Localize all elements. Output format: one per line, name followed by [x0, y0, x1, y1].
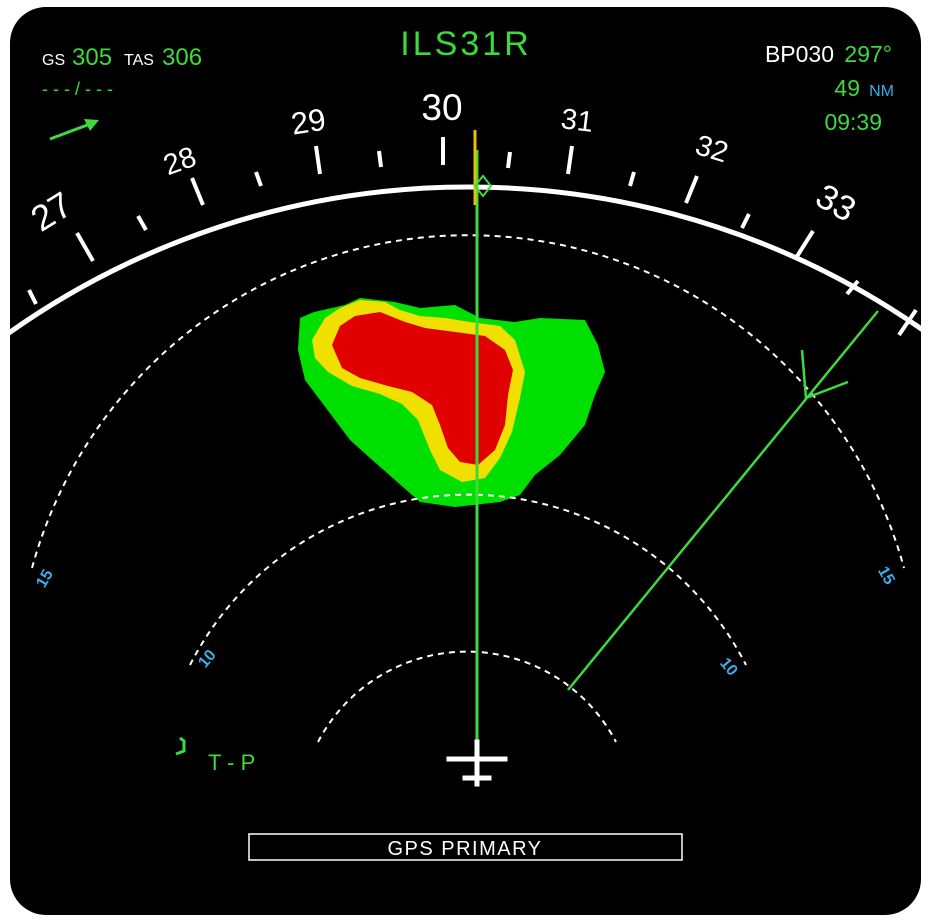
aircraft-symbol: [446, 739, 508, 787]
range-ring-15: [31, 234, 905, 569]
tick-major: [684, 175, 699, 204]
navigation-display: 27 28 29 30 31 32 33 T - P 15 15 10 10 G…: [10, 7, 921, 915]
range-label-right-15: 15: [874, 564, 898, 588]
compass-arc: [10, 184, 921, 336]
tick-minor: [506, 151, 512, 169]
tick-minor: [377, 150, 383, 168]
status-message: GPS PRIMARY: [387, 838, 542, 860]
nd-canvas: 27 28 29 30 31 32 33 T - P 15 15 10 10 G…: [10, 25, 921, 861]
wind-arrow-icon: [49, 119, 99, 141]
gs-label: GS: [42, 52, 65, 69]
range-label-left-10: 10: [195, 647, 220, 672]
heading-label-30: 30: [421, 87, 462, 128]
status-message-box: [248, 833, 683, 861]
heading-label-28: 28: [159, 141, 200, 182]
tp-label: T - P: [208, 750, 255, 775]
gs-value: 305: [72, 44, 112, 71]
waypoint-distance: 49: [834, 75, 860, 101]
tas-value: 306: [162, 44, 202, 71]
flight-plan-leg: [567, 310, 879, 691]
range-rings: [31, 234, 905, 743]
speed-readout: GS 305 TAS 306 - - - / - - -: [42, 44, 202, 99]
tp-symbol-icon: [175, 736, 186, 756]
tick-major: [897, 308, 918, 337]
track-diamond: [473, 174, 493, 198]
tick-minor: [845, 279, 860, 296]
tick-minor: [628, 171, 636, 187]
weather-returns: [298, 298, 605, 507]
range-ring-5: [317, 650, 617, 743]
wind-readout: - - - / - - -: [42, 79, 113, 99]
distance-unit: NM: [869, 83, 894, 100]
waypoint-eta: 09:39: [824, 109, 882, 135]
waypoint-readout: BP030 297° 49 NM 09:39: [765, 41, 894, 135]
tas-label: TAS: [124, 52, 154, 69]
tick-minor: [740, 213, 751, 229]
heading-label-31: 31: [559, 103, 595, 139]
heading-label-29: 29: [289, 102, 329, 142]
weather-red-cell: [332, 312, 513, 465]
leg-direction-arrow: [800, 349, 849, 400]
range-label-left-15: 15: [33, 567, 57, 591]
waypoint-bearing: 297°: [844, 41, 892, 67]
tick-major: [314, 145, 322, 175]
tick-major: [794, 229, 815, 260]
tick-major: [190, 177, 205, 206]
tick-major: [566, 145, 574, 175]
waypoint-name: BP030: [765, 41, 834, 67]
range-ring-10: [189, 493, 747, 666]
range-labels: 15 15 10 10: [33, 564, 897, 680]
tick-minor: [254, 171, 263, 187]
tick-minor: [136, 215, 148, 231]
compass-ticks: [27, 137, 918, 337]
heading-label-33: 33: [809, 176, 862, 229]
heading-label-27: 27: [24, 183, 80, 239]
range-label-right-10: 10: [716, 655, 741, 680]
heading-label-32: 32: [692, 129, 732, 169]
tick-major: [75, 232, 95, 262]
approach-title: ILS31R: [400, 25, 531, 63]
tick-minor: [27, 289, 38, 305]
